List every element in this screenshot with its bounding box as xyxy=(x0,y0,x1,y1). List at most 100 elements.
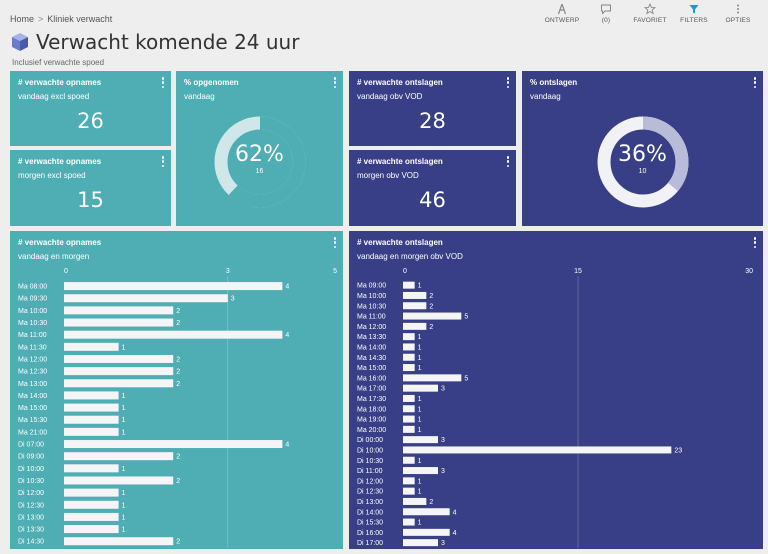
kpi-pct-opgenomen[interactable]: % opgenomen vandaag 62% 16 xyxy=(176,71,343,226)
y-category-label: Di 00:00 xyxy=(357,437,383,444)
y-category-label: Ma 11:30 xyxy=(18,344,47,351)
bar[interactable] xyxy=(64,427,119,436)
y-category-label: Di 13:30 xyxy=(18,527,44,534)
bar[interactable] xyxy=(64,415,119,424)
bar-value-label: 1 xyxy=(122,527,126,534)
bar-value-label: 1 xyxy=(122,490,126,497)
bar[interactable] xyxy=(64,537,174,546)
bar[interactable] xyxy=(403,456,415,464)
bar[interactable] xyxy=(403,281,415,289)
bar[interactable] xyxy=(64,391,119,400)
breadcrumb-home[interactable]: Home xyxy=(10,14,35,24)
bar[interactable] xyxy=(403,415,415,423)
y-category-label: Di 11:00 xyxy=(357,468,383,475)
bar[interactable] xyxy=(64,354,174,363)
bar[interactable] xyxy=(403,508,450,516)
bar[interactable] xyxy=(64,294,228,303)
bar[interactable] xyxy=(64,282,283,291)
bar[interactable] xyxy=(64,512,119,521)
bar[interactable] xyxy=(64,464,119,473)
bar[interactable] xyxy=(64,488,119,497)
donut-chart: 36% 10 xyxy=(597,116,689,208)
y-category-label: Ma 12:00 xyxy=(18,356,47,363)
bar[interactable] xyxy=(403,477,415,485)
tile-menu-icon[interactable] xyxy=(333,77,337,88)
kpi-opnames-vandaag[interactable]: # verwachte opnames vandaag excl spoed 2… xyxy=(10,71,171,146)
bar-value-label: 2 xyxy=(176,539,180,546)
bar[interactable] xyxy=(64,440,283,449)
bar[interactable] xyxy=(64,318,174,327)
tile-menu-icon[interactable] xyxy=(753,237,757,248)
bar[interactable] xyxy=(64,306,174,315)
design-button[interactable]: ONTWERP xyxy=(540,3,584,24)
bar[interactable] xyxy=(64,330,283,339)
bar[interactable] xyxy=(403,343,415,351)
bar[interactable] xyxy=(403,405,415,413)
comment-icon xyxy=(601,4,611,15)
kpi-opnames-morgen[interactable]: # verwachte opnames morgen excl spoed 15 xyxy=(10,150,171,226)
tile-menu-icon[interactable] xyxy=(333,237,337,248)
chart-opnames[interactable]: # verwachte opnames vandaag en morgen 0 3… xyxy=(10,231,343,549)
kpi-ontslagen-morgen[interactable]: # verwachte ontslagen morgen obv VOD 46 xyxy=(349,150,516,226)
bar-value-label: 1 xyxy=(122,393,126,400)
bar-value-label: 1 xyxy=(418,365,422,372)
breadcrumb-current[interactable]: Kliniek verwacht xyxy=(47,14,113,24)
bar[interactable] xyxy=(403,353,415,361)
bar[interactable] xyxy=(403,446,672,454)
bar[interactable] xyxy=(403,291,427,299)
bar[interactable] xyxy=(403,364,415,372)
tile-menu-icon[interactable] xyxy=(506,77,510,88)
bar[interactable] xyxy=(403,394,415,402)
bar[interactable] xyxy=(403,467,438,475)
filters-button[interactable]: FILTERS xyxy=(672,3,716,24)
bar-value-label: 2 xyxy=(429,499,433,506)
bar[interactable] xyxy=(64,342,119,351)
bar-value-label: 3 xyxy=(441,540,445,547)
bar[interactable] xyxy=(403,497,427,505)
bar[interactable] xyxy=(403,312,462,320)
breadcrumb-separator: > xyxy=(38,14,44,24)
y-category-label: Ma 15:00 xyxy=(357,365,386,372)
tile-menu-icon[interactable] xyxy=(161,156,165,167)
bar[interactable] xyxy=(64,367,174,376)
y-category-label: Di 09:00 xyxy=(18,454,44,461)
bar-value-label: 1 xyxy=(418,283,422,290)
bar[interactable] xyxy=(403,302,427,310)
bar[interactable] xyxy=(64,379,174,388)
tile-menu-icon[interactable] xyxy=(161,77,165,88)
bar[interactable] xyxy=(403,333,415,341)
bar[interactable] xyxy=(403,539,438,547)
bar-value-label: 2 xyxy=(176,478,180,485)
chart-ontslagen[interactable]: # verwachte ontslagen vandaag en morgen … xyxy=(349,231,763,549)
options-button[interactable]: OPTIES xyxy=(716,3,760,24)
y-category-label: Di 10:00 xyxy=(18,466,44,473)
bar[interactable] xyxy=(403,528,450,536)
kpi-pct-ontslagen[interactable]: % ontslagen vandaag 36% 10 xyxy=(522,71,763,226)
bar[interactable] xyxy=(403,425,415,433)
tile-subtitle: morgen obv VOD xyxy=(357,171,419,180)
bar-value-label: 1 xyxy=(122,466,126,473)
bar[interactable] xyxy=(64,403,119,412)
kpi-ontslagen-vandaag[interactable]: # verwachte ontslagen vandaag obv VOD 28 xyxy=(349,71,516,146)
tile-menu-icon[interactable] xyxy=(753,77,757,88)
x-tick-label: 5 xyxy=(333,268,337,275)
bar[interactable] xyxy=(403,436,438,444)
bar[interactable] xyxy=(403,518,415,526)
kpi-value: 28 xyxy=(419,109,446,133)
bar[interactable] xyxy=(64,525,119,534)
bar[interactable] xyxy=(403,487,415,495)
bar[interactable] xyxy=(403,384,438,392)
bar[interactable] xyxy=(403,374,462,382)
bar[interactable] xyxy=(403,322,427,330)
bar[interactable] xyxy=(64,452,174,461)
bar-value-label: 1 xyxy=(418,334,422,341)
bar[interactable] xyxy=(64,500,119,509)
x-tick-label: 15 xyxy=(574,268,582,275)
bar-value-label: 5 xyxy=(464,314,468,321)
comments-button[interactable]: (0) xyxy=(584,3,628,24)
tile-menu-icon[interactable] xyxy=(506,156,510,167)
bar-value-label: 3 xyxy=(441,468,445,475)
y-category-label: Ma 14:30 xyxy=(357,355,386,362)
bar[interactable] xyxy=(64,476,174,485)
favorite-button[interactable]: FAVORIET xyxy=(628,3,672,24)
